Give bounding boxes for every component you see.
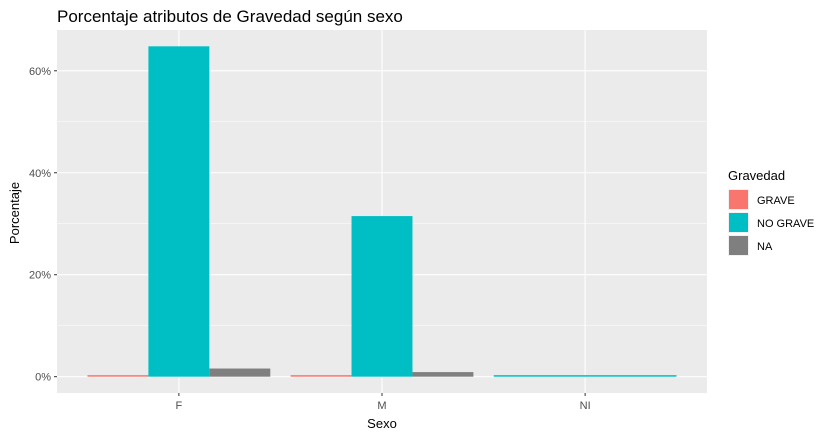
x-axis: F M NI	[176, 393, 591, 412]
bar-no-grave	[351, 216, 413, 377]
x-tick-label: F	[176, 400, 183, 412]
legend-key	[729, 190, 748, 209]
legend-label: NO GRAVE	[757, 218, 814, 230]
y-tick-label: 0%	[35, 372, 51, 384]
plot-panel	[57, 30, 707, 393]
y-tick-label: 60%	[29, 66, 51, 78]
x-tick-label: NI	[580, 400, 591, 412]
bar-no-grave	[493, 375, 677, 377]
x-tick-label: M	[377, 400, 386, 412]
bar-no-grave	[148, 46, 210, 377]
bar-na	[209, 368, 271, 377]
y-tick-label: 40%	[29, 168, 51, 180]
legend-label: NA	[757, 241, 773, 253]
legend-key	[729, 213, 748, 232]
legend-key	[729, 236, 748, 255]
legend-label: GRAVE	[757, 195, 795, 207]
x-axis-title: Sexo	[367, 416, 397, 431]
y-axis-title: Porcentaje	[7, 182, 22, 244]
legend: Gravedad GRAVE NO GRAVE NA	[728, 168, 814, 256]
bar-grave	[290, 375, 352, 377]
chart-title: Porcentaje atributos de Gravedad según s…	[57, 7, 403, 26]
y-tick-label: 20%	[29, 270, 51, 282]
legend-title: Gravedad	[728, 168, 785, 183]
y-axis: 0% 20% 40% 60%	[29, 66, 57, 384]
bar-grave	[87, 375, 149, 377]
bar-na	[412, 372, 474, 377]
